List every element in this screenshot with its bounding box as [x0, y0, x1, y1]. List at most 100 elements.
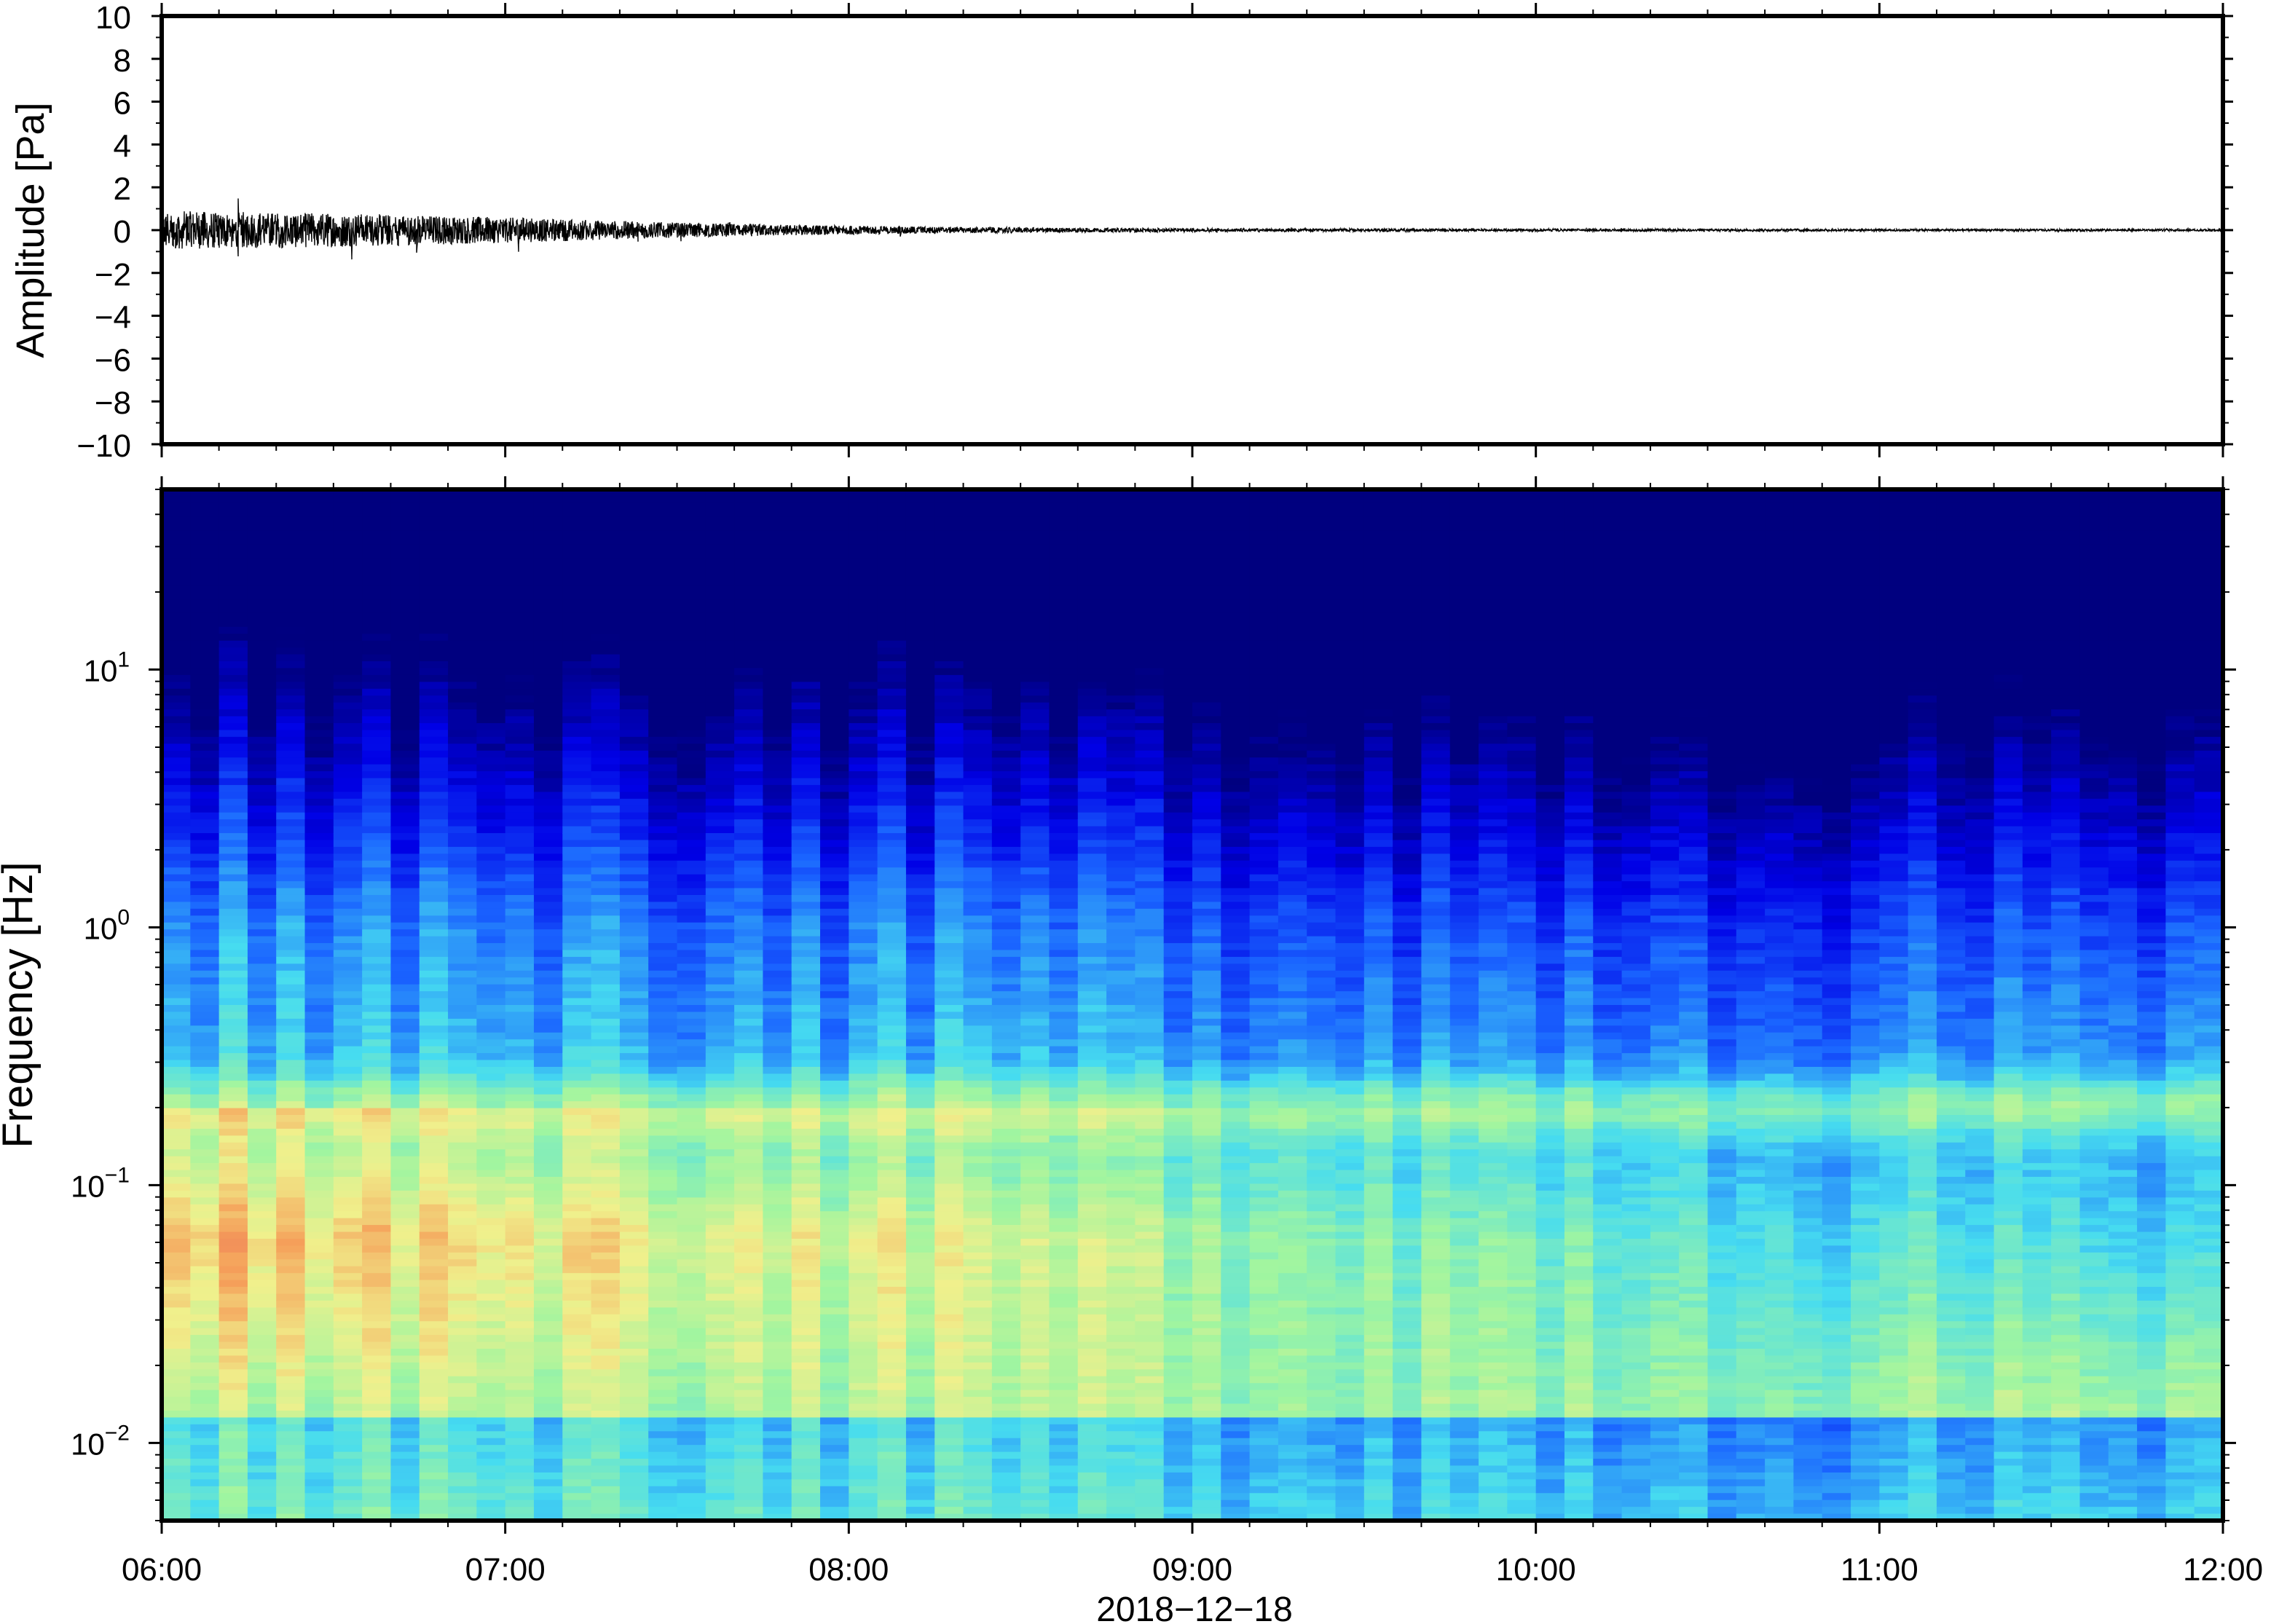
spectrogram-cell — [648, 784, 678, 793]
spectrogram-cell — [390, 894, 420, 903]
spectrogram-cell — [905, 1431, 936, 1439]
spectrogram-cell — [619, 578, 649, 586]
spectrogram-cell — [905, 750, 936, 758]
spectrogram-cell — [963, 963, 993, 971]
spectrogram-cell — [763, 496, 792, 504]
spectrogram-cell — [619, 489, 649, 497]
spectrogram-cell — [304, 1328, 334, 1336]
spectrogram-cell — [276, 736, 306, 745]
spectrogram-cell — [648, 792, 678, 800]
spectrogram-cell — [162, 826, 192, 834]
spectrogram-cell — [991, 1287, 1021, 1295]
spectrogram-cell — [276, 1300, 306, 1309]
spectrogram-cell — [820, 682, 850, 690]
spectrogram-cell — [333, 1397, 363, 1405]
spectrogram-cell — [591, 516, 621, 524]
spectrogram-cell — [820, 833, 850, 841]
spectrogram-cell — [877, 812, 907, 820]
spectrogram-cell — [991, 1025, 1021, 1033]
spectrogram-cell — [533, 750, 564, 758]
spectrogram-cell — [734, 744, 764, 752]
spectrogram-cell — [705, 1101, 735, 1109]
spectrogram-cell — [448, 1314, 478, 1323]
spectrogram-cell — [276, 688, 306, 696]
spectrogram-cell — [648, 840, 678, 848]
spectrogram-cell — [1049, 963, 1079, 971]
spectrogram-cell — [1049, 1156, 1079, 1164]
spectrogram-cell — [877, 1410, 907, 1419]
spectrogram-cell — [934, 1039, 964, 1047]
spectrogram-cell — [304, 1197, 334, 1205]
spectrogram-cell — [849, 564, 878, 573]
spectrogram-cell — [448, 984, 478, 992]
spectrogram-cell — [247, 915, 278, 923]
spectrogram-cell — [963, 757, 993, 765]
spectrogram-cell — [791, 1012, 821, 1020]
spectrogram-cell — [562, 551, 592, 559]
spectrogram-cell — [219, 1266, 248, 1274]
spectrogram-cell — [390, 998, 420, 1006]
spectrogram-cell — [419, 1355, 449, 1363]
spectrogram-cell — [677, 977, 707, 985]
spectrogram-cell — [162, 586, 192, 594]
spectrogram-cell — [247, 894, 278, 903]
spectrogram-cell — [934, 854, 964, 862]
spectrogram-cell — [619, 1328, 649, 1336]
spectrogram-cell — [677, 1349, 707, 1357]
spectrogram-cell — [333, 798, 363, 807]
spectrogram-cell — [390, 833, 420, 841]
spectrogram-cell — [304, 730, 334, 738]
spectrogram-cell — [276, 1513, 306, 1521]
spectrogram-cell — [476, 654, 506, 662]
spectrogram-cell — [362, 1362, 392, 1371]
spectrogram-cell — [991, 1142, 1021, 1151]
spectrogram-cell — [991, 564, 1021, 573]
spectrogram-cell — [820, 1190, 850, 1199]
spectrogram-cell — [219, 1431, 248, 1439]
spectrogram-cell — [934, 1445, 964, 1453]
spectrogram-cell — [333, 647, 363, 655]
spectrogram-cell — [390, 1369, 420, 1377]
spectrogram-cell — [763, 1238, 792, 1247]
spectrogram-cell — [905, 634, 936, 642]
spectrogram-cell — [963, 1012, 993, 1020]
spectrogram-cell — [849, 1046, 878, 1054]
spectrogram-cell — [1077, 661, 1107, 669]
spectrogram-cell — [677, 894, 707, 903]
spectrogram-cell — [276, 1231, 306, 1239]
spectrogram-cell — [591, 867, 621, 875]
spectrogram-cell — [791, 922, 821, 930]
spectrogram-cell — [791, 1252, 821, 1261]
spectrogram-cell — [1049, 1238, 1079, 1247]
spectrogram-cell — [619, 1431, 649, 1439]
spectrogram-cell — [591, 888, 621, 896]
spectrogram-cell — [705, 1204, 735, 1212]
spectrogram-cell — [1049, 1499, 1079, 1507]
spectrogram-cell — [648, 702, 678, 710]
spectrogram-cell — [820, 1177, 850, 1185]
spectrogram-cell — [820, 1465, 850, 1473]
spectrogram-cell — [619, 1252, 649, 1261]
spectrogram-cell — [619, 1135, 649, 1143]
spectrogram-cell — [705, 867, 735, 875]
spectrogram-cell — [190, 902, 220, 910]
spectrogram-cell — [1020, 1403, 1050, 1411]
spectrogram-cell — [1077, 730, 1107, 738]
spectrogram-cell — [562, 1472, 592, 1481]
spectrogram-cell — [820, 757, 850, 765]
spectrogram-cell — [791, 1465, 821, 1473]
spectrogram-cell — [419, 1424, 449, 1432]
spectrogram-cell — [505, 1218, 535, 1226]
spectrogram-cell — [1020, 640, 1050, 648]
spectrogram-cell — [905, 1493, 936, 1501]
spectrogram-cell — [247, 1307, 278, 1315]
spectrogram-cell — [991, 551, 1021, 559]
spectrogram-cell — [219, 1328, 248, 1336]
spectrogram-cell — [505, 1507, 535, 1515]
spectrogram-cell — [648, 929, 678, 937]
spectrogram-cell — [791, 1080, 821, 1089]
spectrogram-cell — [476, 1507, 506, 1515]
spectrogram-cell — [963, 1032, 993, 1040]
spectrogram-cell — [619, 1410, 649, 1419]
spectrogram-cell — [820, 599, 850, 607]
